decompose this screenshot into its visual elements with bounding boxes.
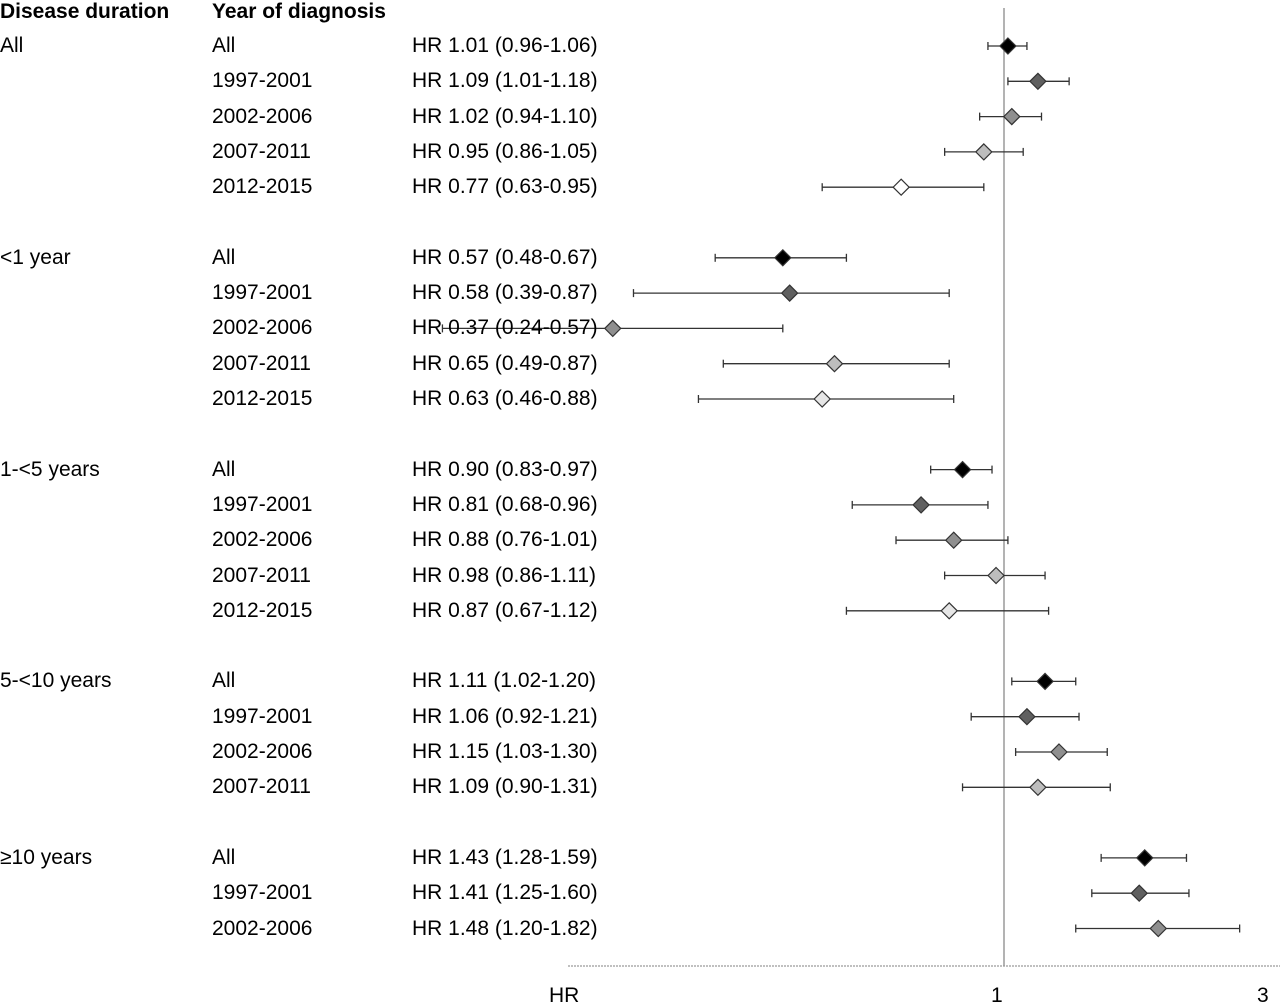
row-year: 2002-2006 <box>212 104 313 128</box>
hr-point <box>780 284 799 302</box>
row-year: All <box>212 669 236 693</box>
row-year: 2007-2011 <box>212 775 311 799</box>
header-year-of-diagnosis: Year of diagnosis <box>212 0 386 23</box>
row-year: 1997-2001 <box>212 881 313 905</box>
row-year: All <box>212 845 236 869</box>
row-year: 1997-2001 <box>212 69 313 93</box>
group-label: ≥10 years <box>0 845 93 869</box>
row-hr-label: HR 0.90 (0.83-0.97) <box>412 457 598 481</box>
row-year: All <box>212 245 236 269</box>
hr-point <box>1018 707 1036 726</box>
row-year: 2002-2006 <box>212 528 313 552</box>
x-tick-label-3: 3 <box>1257 984 1269 1007</box>
row-hr-label: HR 0.65 (0.49-0.87) <box>412 351 598 375</box>
row-year: All <box>212 34 236 57</box>
hr-point <box>1036 672 1054 691</box>
row-hr-label: HR 1.09 (1.01-1.18) <box>412 69 598 93</box>
row-year: 2007-2011 <box>212 563 311 587</box>
hr-point <box>1050 743 1068 761</box>
row-hr-label: HR 0.77 (0.63-0.95) <box>412 175 598 199</box>
x-axis-label: HR <box>549 984 580 1007</box>
hr-point <box>773 248 792 267</box>
group-label: All <box>0 34 24 57</box>
hr-point <box>953 460 972 479</box>
row-hr-label: HR 1.48 (1.20-1.82) <box>412 916 598 940</box>
row-year: All <box>212 457 236 481</box>
row-year: 2002-2006 <box>212 316 313 340</box>
row-hr-label: HR 1.15 (1.03-1.30) <box>412 740 598 763</box>
hr-point <box>999 37 1017 55</box>
x-tick-label-1: 1 <box>991 984 1003 1007</box>
row-year: 2012-2015 <box>212 598 313 622</box>
group-label: 1-<5 years <box>0 457 100 481</box>
row-year: 1997-2001 <box>212 492 313 516</box>
row-hr-label: HR 0.98 (0.86-1.11) <box>412 563 597 587</box>
row-hr-label: HR 1.06 (0.92-1.21) <box>412 704 598 728</box>
hr-point <box>1130 884 1149 903</box>
row-hr-label: HR 1.02 (0.94-1.10) <box>412 104 598 128</box>
hr-point <box>825 354 844 373</box>
hr-point <box>974 143 993 161</box>
row-hr-label: HR 1.11 (1.02-1.20) <box>412 669 597 693</box>
row-year: 2002-2006 <box>212 740 313 763</box>
header-disease-duration: Disease duration <box>0 0 170 23</box>
row-hr-label: HR 1.09 (0.90-1.31) <box>412 775 598 799</box>
row-year: 2007-2011 <box>212 139 311 163</box>
hr-point <box>1135 849 1154 867</box>
hr-point <box>1029 72 1047 91</box>
hr-point <box>1149 919 1168 938</box>
group-label: 5-<10 years <box>0 669 112 693</box>
hr-point <box>813 390 832 408</box>
row-hr-label: HR 0.58 (0.39-0.87) <box>412 281 598 305</box>
row-hr-label: HR 0.37 (0.24-0.57) <box>412 316 598 340</box>
row-year: 2012-2015 <box>212 175 313 199</box>
row-year: 1997-2001 <box>212 281 313 305</box>
row-year: 2002-2006 <box>212 916 313 940</box>
group-label: <1 year <box>0 245 71 269</box>
row-hr-label: HR 1.43 (1.28-1.59) <box>412 845 598 869</box>
row-hr-label: HR 0.63 (0.46-0.88) <box>412 387 598 410</box>
hr-point <box>987 566 1005 585</box>
hr-point <box>603 319 622 338</box>
row-hr-label: HR 0.57 (0.48-0.67) <box>412 245 598 269</box>
hr-point <box>940 601 959 620</box>
row-year: 1997-2001 <box>212 704 313 728</box>
hr-point <box>912 496 930 514</box>
row-year: 2007-2011 <box>212 351 311 375</box>
hr-point <box>1029 778 1047 797</box>
hr-point <box>944 531 963 550</box>
row-hr-label: HR 0.95 (0.86-1.05) <box>412 139 598 163</box>
row-year: 2012-2015 <box>212 387 313 410</box>
row-hr-label: HR 1.01 (0.96-1.06) <box>412 34 598 57</box>
row-hr-label: HR 0.88 (0.76-1.01) <box>412 528 598 552</box>
hr-point <box>892 178 911 197</box>
hr-point <box>1002 107 1021 126</box>
row-hr-label: HR 0.87 (0.67-1.12) <box>412 598 598 622</box>
row-hr-label: HR 0.81 (0.68-0.96) <box>412 492 598 516</box>
row-hr-label: HR 1.41 (1.25-1.60) <box>412 881 598 905</box>
